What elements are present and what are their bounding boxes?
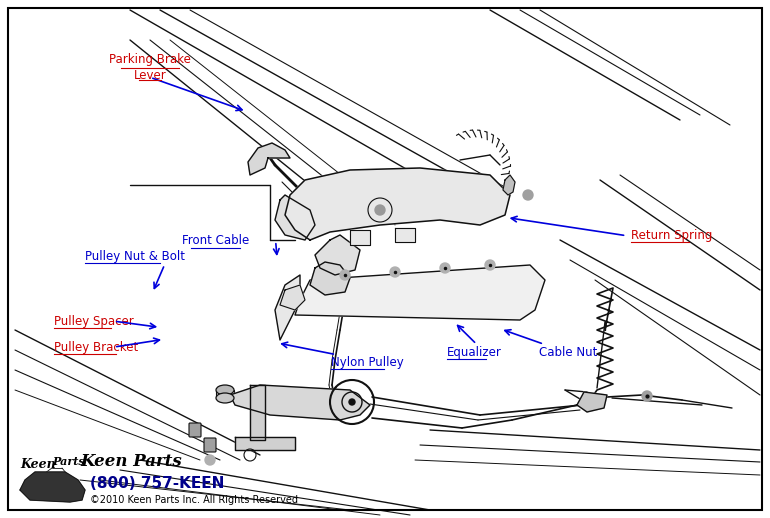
Text: Pulley Nut & Bolt: Pulley Nut & Bolt (85, 250, 185, 263)
Text: Return Spring: Return Spring (631, 229, 713, 242)
Polygon shape (350, 230, 370, 245)
Text: Equalizer: Equalizer (447, 346, 501, 359)
Ellipse shape (216, 385, 234, 395)
Polygon shape (315, 235, 360, 275)
Polygon shape (577, 392, 607, 412)
Circle shape (642, 391, 652, 401)
Text: Pulley Spacer: Pulley Spacer (54, 314, 134, 328)
Circle shape (349, 399, 355, 405)
Text: ©2010 Keen Parts Inc. All Rights Reserved: ©2010 Keen Parts Inc. All Rights Reserve… (90, 495, 298, 505)
Polygon shape (250, 385, 265, 440)
Text: Cable Nut: Cable Nut (539, 346, 598, 359)
Text: Parking Brake
Lever: Parking Brake Lever (109, 53, 191, 82)
Polygon shape (285, 168, 510, 240)
Polygon shape (20, 472, 85, 502)
Polygon shape (280, 285, 305, 310)
FancyBboxPatch shape (189, 423, 201, 437)
Circle shape (390, 267, 400, 277)
Polygon shape (395, 228, 415, 242)
Polygon shape (310, 262, 350, 295)
Ellipse shape (216, 393, 234, 403)
Polygon shape (230, 385, 370, 420)
Polygon shape (275, 275, 300, 340)
Text: Pulley Bracket: Pulley Bracket (54, 340, 138, 354)
Circle shape (375, 205, 385, 215)
Circle shape (205, 455, 215, 465)
Text: (800) 757-KEEN: (800) 757-KEEN (90, 476, 224, 491)
Text: Nylon Pulley: Nylon Pulley (331, 356, 403, 369)
FancyBboxPatch shape (204, 438, 216, 452)
Polygon shape (248, 143, 290, 175)
Polygon shape (275, 195, 315, 240)
Circle shape (485, 260, 495, 270)
Text: Keen Parts: Keen Parts (81, 453, 182, 469)
Text: Front Cable: Front Cable (182, 234, 249, 248)
Circle shape (340, 270, 350, 280)
Text: Parts: Parts (52, 456, 85, 467)
Circle shape (523, 190, 533, 200)
Polygon shape (295, 265, 545, 320)
Polygon shape (235, 437, 295, 450)
Circle shape (440, 263, 450, 273)
Polygon shape (503, 175, 515, 195)
Text: Keen: Keen (20, 458, 55, 471)
